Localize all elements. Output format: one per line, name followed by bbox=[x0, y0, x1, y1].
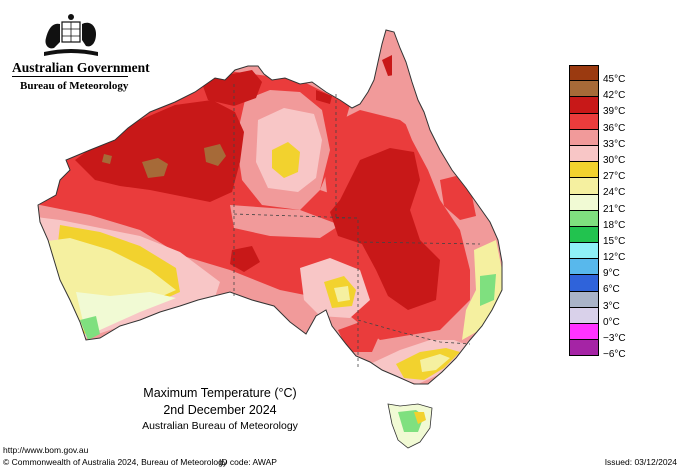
legend-row: 0°C bbox=[569, 307, 649, 328]
legend-row: −3°C bbox=[569, 324, 649, 344]
legend-swatch bbox=[569, 145, 599, 163]
legend-swatch bbox=[569, 275, 599, 292]
legend-row: 3°C bbox=[569, 291, 649, 312]
legend-label: −6°C bbox=[603, 349, 626, 361]
map-region-33-band bbox=[230, 205, 340, 238]
map-region-42-c bbox=[102, 154, 112, 164]
coat-of-arms-icon bbox=[44, 14, 98, 56]
legend-label: 15°C bbox=[603, 235, 626, 247]
legend-label: 45°C bbox=[603, 74, 626, 85]
map-region-tas-27 bbox=[414, 412, 426, 424]
legend-label: 3°C bbox=[603, 300, 620, 312]
legend-swatch bbox=[569, 307, 599, 324]
map-source: Australian Bureau of Meteorology bbox=[142, 420, 298, 432]
map-region-39-topend bbox=[316, 90, 332, 104]
issued-date-text: Issued: 03/12/2024 bbox=[604, 457, 677, 467]
legend-swatch bbox=[569, 194, 599, 211]
map-region-39-wa bbox=[75, 100, 244, 202]
state-borders bbox=[233, 84, 481, 370]
legend-row: 15°C bbox=[569, 226, 649, 247]
legend-label: 33°C bbox=[603, 138, 626, 150]
bureau-subtitle: Bureau of Meteorology bbox=[20, 80, 129, 92]
legend-row: 24°C bbox=[569, 178, 649, 198]
legend-swatch bbox=[569, 129, 599, 146]
legend-swatch bbox=[569, 243, 599, 260]
legend-row: 33°C bbox=[569, 129, 649, 150]
legend-row: 9°C bbox=[569, 259, 649, 279]
map-region-42-a bbox=[142, 158, 168, 178]
map-region-24-sa bbox=[334, 286, 350, 302]
legend-label: −3°C bbox=[603, 333, 626, 344]
legend-row: 36°C bbox=[569, 113, 649, 134]
border-qld-nsw bbox=[357, 241, 481, 245]
legend-swatch bbox=[569, 97, 599, 114]
legend-row: 42°C bbox=[569, 81, 649, 101]
legend-swatch bbox=[569, 340, 599, 357]
copyright-text: © Commonwealth of Australia 2024, Bureau… bbox=[3, 457, 228, 467]
map-region-39-sa bbox=[230, 246, 260, 272]
map-region-39-kimberley bbox=[200, 70, 262, 106]
legend-swatch bbox=[569, 65, 599, 82]
legend-label: 30°C bbox=[603, 154, 626, 166]
tasmania bbox=[387, 403, 433, 449]
map-region-18-nsw bbox=[480, 274, 496, 306]
legend-label: 0°C bbox=[603, 316, 620, 328]
map-region-18-sw bbox=[80, 316, 100, 340]
legend-label: 12°C bbox=[603, 252, 626, 264]
legend-row: 27°C bbox=[569, 162, 649, 182]
legend-label: 24°C bbox=[603, 187, 626, 199]
government-title: Australian Government bbox=[12, 60, 150, 75]
temperature-legend: 45°C 42°C 39°C 36°C 33°C 30°C 27°C 24°C 21°C 18°C… bbox=[569, 65, 649, 360]
legend-row: 12°C bbox=[569, 243, 649, 263]
border-sa-east bbox=[336, 217, 359, 370]
map-title: Maximum Temperature (°C) bbox=[143, 386, 297, 400]
mainland-regions bbox=[38, 34, 502, 384]
map-region-36-coastal bbox=[440, 176, 476, 220]
map-region-33-coast bbox=[392, 34, 500, 300]
map-region-42-b bbox=[204, 144, 226, 166]
legend-row: 18°C bbox=[569, 210, 649, 231]
legend-row: 39°C bbox=[569, 97, 649, 117]
id-code-text: ID code: AWAP bbox=[219, 457, 277, 467]
legend-swatch bbox=[569, 210, 599, 227]
legend-label: 6°C bbox=[603, 284, 620, 296]
legend-swatch bbox=[569, 178, 599, 195]
legend-row: 21°C bbox=[569, 194, 649, 215]
map-region-21-sw bbox=[76, 292, 176, 334]
legend-swatch bbox=[569, 81, 599, 98]
legend-swatch bbox=[569, 162, 599, 179]
legend-row: 6°C bbox=[569, 275, 649, 295]
legend-row: −6°C bbox=[569, 340, 649, 360]
border-nt-sa bbox=[233, 213, 359, 219]
map-date: 2nd December 2024 bbox=[163, 403, 277, 417]
legend-swatch bbox=[569, 259, 599, 276]
map-region-27-nt bbox=[272, 142, 300, 178]
legend-label: 21°C bbox=[603, 203, 626, 215]
legend-label: 42°C bbox=[603, 90, 626, 102]
legend-row: 45°C bbox=[569, 65, 649, 85]
legend-label: 18°C bbox=[603, 219, 626, 231]
legend-label: 27°C bbox=[603, 171, 626, 183]
bom-url-link[interactable]: http://www.bom.gov.au bbox=[3, 445, 89, 455]
legend-swatch bbox=[569, 113, 599, 130]
legend-label: 39°C bbox=[603, 106, 626, 118]
legend-row: 30°C bbox=[569, 145, 649, 166]
map-region-24-vic bbox=[420, 354, 450, 372]
legend-swatch bbox=[569, 291, 599, 308]
map-region-39-east bbox=[330, 148, 440, 310]
map-region-36-vic bbox=[338, 322, 380, 352]
legend-label: 9°C bbox=[603, 268, 620, 280]
legend-swatch bbox=[569, 226, 599, 244]
header-divider bbox=[12, 76, 128, 77]
legend-label: 36°C bbox=[603, 122, 626, 134]
legend-swatch bbox=[569, 324, 599, 341]
